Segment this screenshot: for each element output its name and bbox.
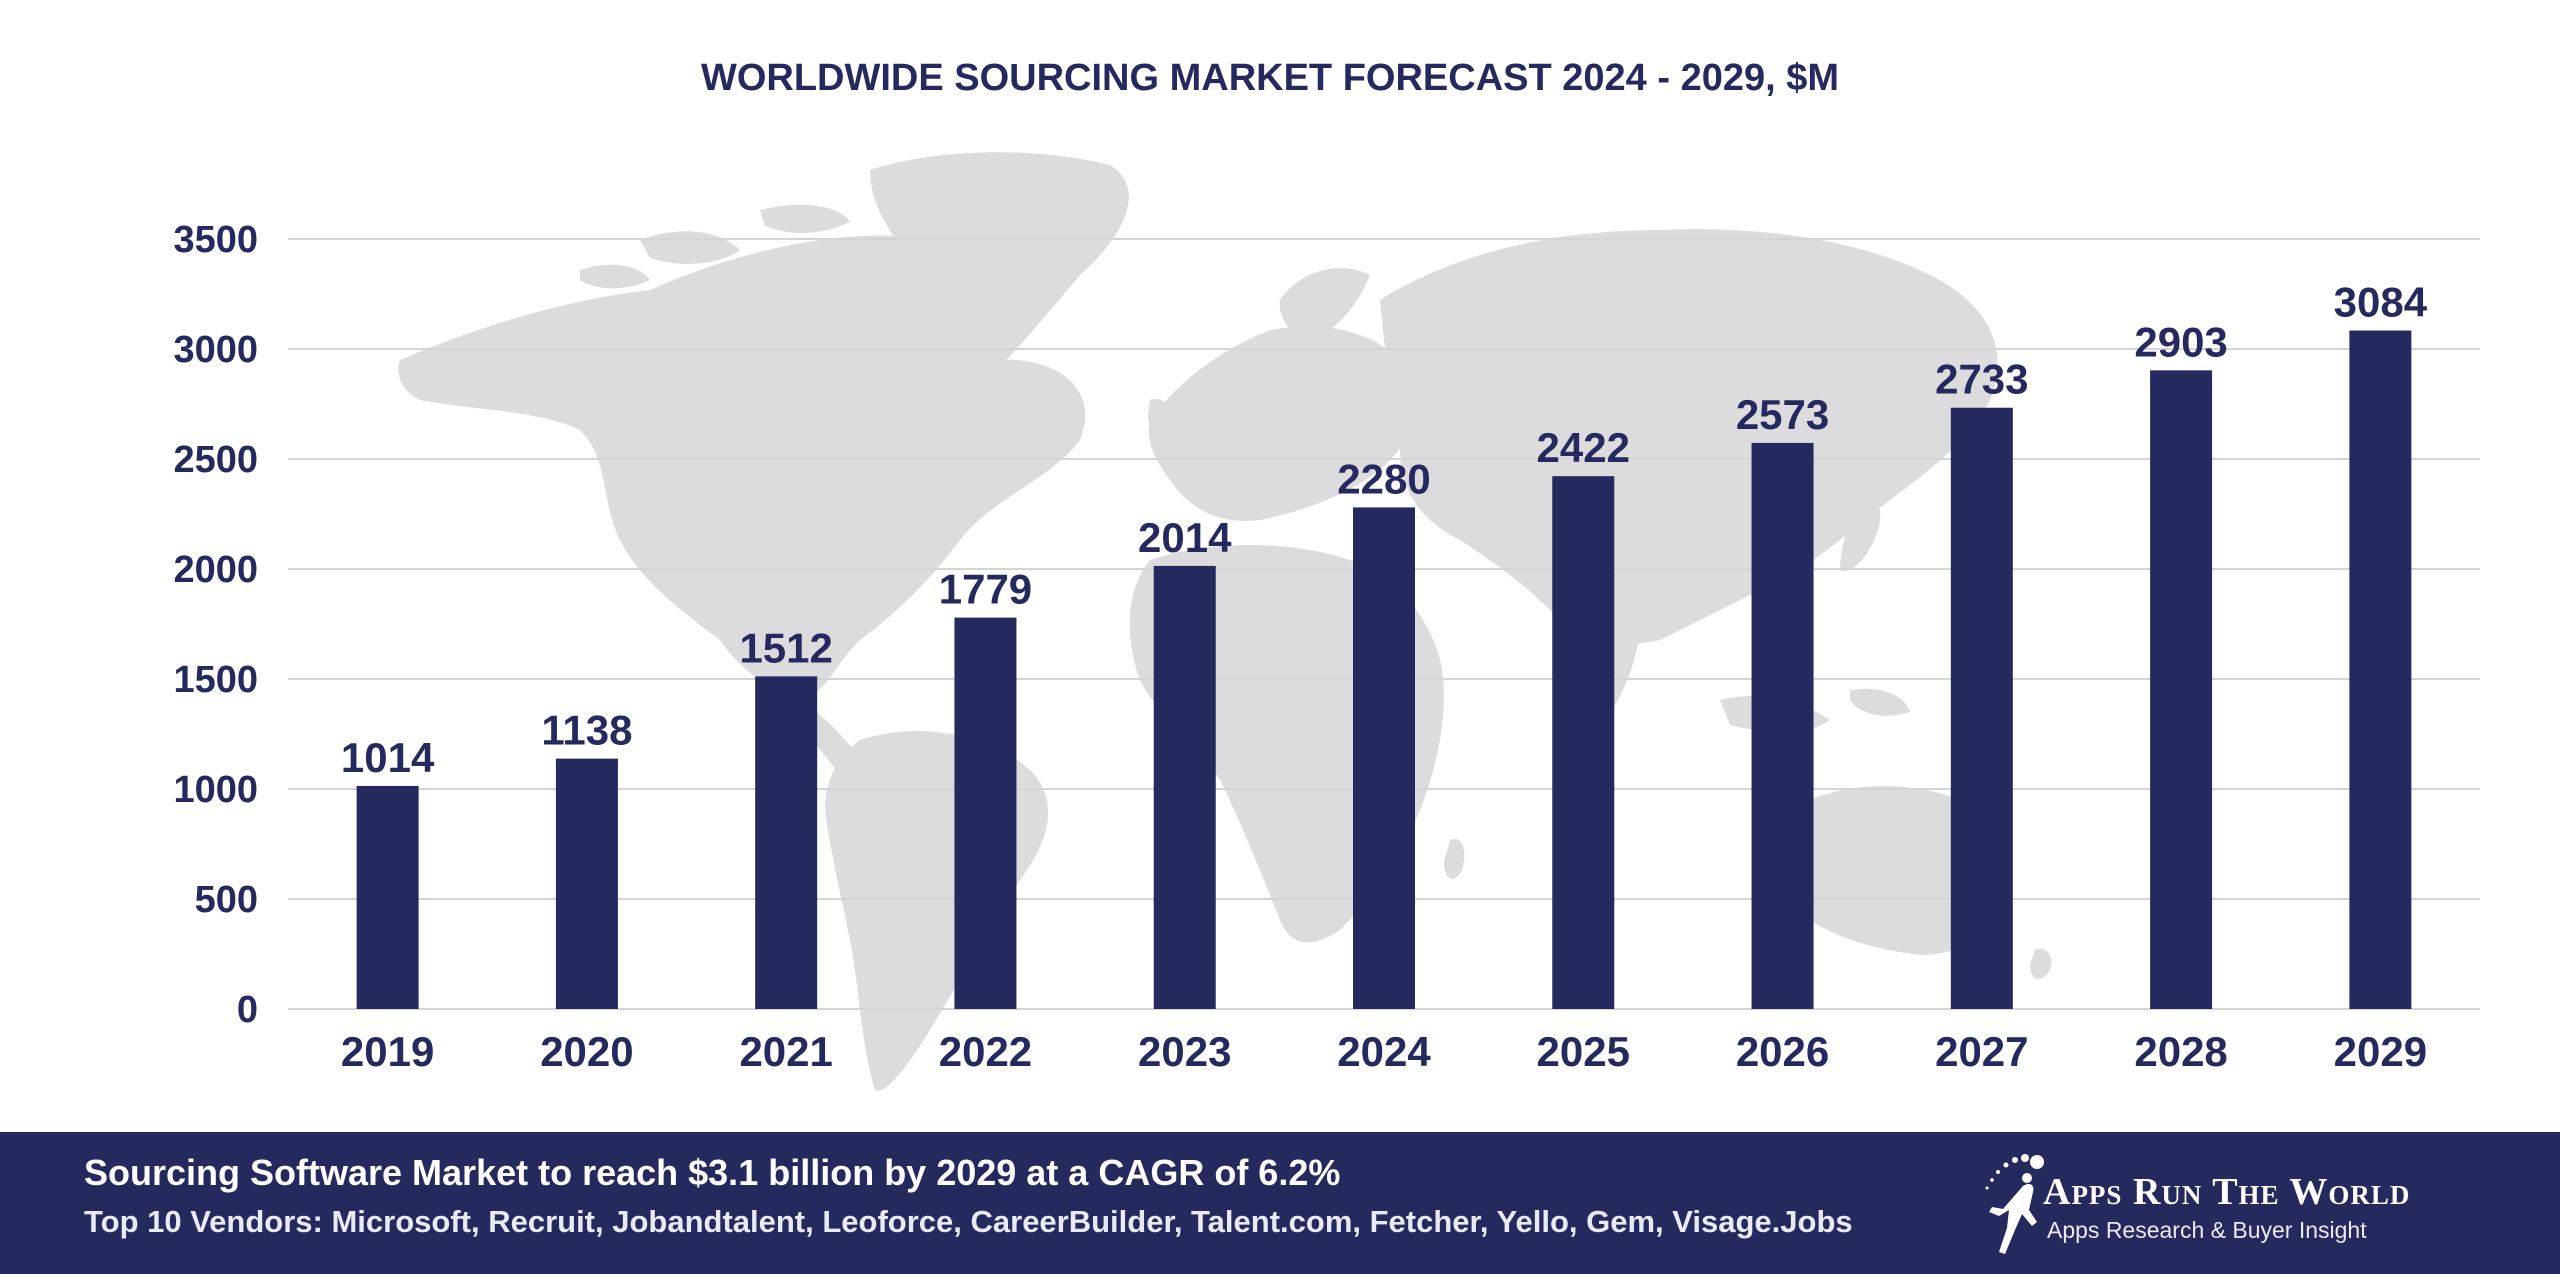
map-se-asia: [1720, 688, 1910, 732]
y-tick-label: 2500: [173, 439, 258, 481]
chart-title: WORLDWIDE SOURCING MARKET FORECAST 2024 …: [701, 57, 1839, 99]
data-label: 2014: [1138, 514, 1232, 561]
x-tick-label: 2027: [1935, 1028, 2028, 1075]
map-north-america: [398, 235, 1086, 700]
brand-name: Apps Run The World: [2043, 1171, 2411, 1213]
bar: [1353, 507, 1415, 1009]
map-scandinavia: [1279, 268, 1370, 340]
bar: [356, 785, 419, 1009]
data-labels: 1014 1138 1512 1779 2014 2280 2422 2573 2733 2903…: [341, 279, 2428, 781]
chart: 0 500 1000 1500 2000 2500 3000 3500 1014 1138 151…: [173, 57, 2480, 1091]
data-label: 2903: [2134, 318, 2227, 365]
data-label: 2422: [1537, 424, 1630, 471]
bar: [1950, 407, 2013, 1009]
map-asia: [1380, 229, 1998, 644]
y-tick-label: 3000: [173, 329, 258, 371]
x-tick-label: 2025: [1537, 1028, 1630, 1075]
bar: [954, 617, 1017, 1009]
map-uk: [1148, 399, 1172, 435]
y-tick-label: 3500: [173, 219, 258, 261]
y-tick-label: 1500: [173, 659, 258, 701]
brand-tagline: Apps Research & Buyer Insight: [2047, 1217, 2367, 1243]
x-tick-label: 2029: [2334, 1028, 2427, 1075]
footer-banner: Sourcing Software Market to reach $3.1 b…: [0, 1132, 2560, 1274]
data-label: 1779: [939, 566, 1032, 613]
bar: [555, 758, 618, 1009]
map-greenland: [870, 152, 1129, 380]
bar: [2349, 330, 2412, 1009]
x-tick-label: 2019: [341, 1028, 434, 1075]
map-madagascar: [1444, 839, 1465, 879]
y-tick-label: 2000: [173, 549, 258, 591]
data-label: 1014: [341, 734, 435, 781]
bars: [356, 330, 2412, 1010]
map-new-zealand: [2030, 948, 2052, 980]
footer-vendors: Top 10 Vendors: Microsoft, Recruit, Joba…: [84, 1204, 1853, 1239]
bar: [1751, 442, 1814, 1009]
x-tick-label: 2023: [1138, 1028, 1231, 1075]
x-tick-label: 2022: [939, 1028, 1032, 1075]
map-japan: [1840, 496, 1881, 571]
running-figure-icon: [1985, 1154, 2044, 1254]
x-tick-label: 2024: [1337, 1028, 1431, 1075]
map-arctic-islands: [580, 204, 850, 289]
bar: [755, 676, 818, 1009]
footer-headline: Sourcing Software Market to reach $3.1 b…: [84, 1152, 1341, 1193]
y-tick-label: 1000: [173, 769, 258, 811]
data-label: 1138: [541, 707, 632, 754]
map-europe: [1148, 326, 1419, 521]
data-label: 2573: [1736, 391, 1829, 438]
y-tick-label: 500: [195, 879, 258, 921]
data-label: 2280: [1337, 455, 1430, 502]
data-label: 3084: [2334, 279, 2428, 326]
bar: [1153, 565, 1216, 1009]
bar: [1552, 476, 1615, 1009]
x-tick-label: 2020: [540, 1028, 633, 1075]
brand-logo-block: Apps Run The World Apps Research & Buyer…: [1975, 1150, 2535, 1260]
y-axis-ticks: 0 500 1000 1500 2000 2500 3000 3500: [173, 219, 258, 1031]
x-tick-label: 2028: [2134, 1028, 2227, 1075]
data-label: 1512: [739, 624, 832, 671]
chart-svg: 0 500 1000 1500 2000 2500 3000 3500 1014 1138 151…: [173, 57, 2480, 1091]
bar: [2150, 370, 2213, 1010]
x-axis-ticks: 2019 2020 2021 2022 2023 2024 2025 2026 2027 2028…: [341, 1028, 2427, 1075]
x-tick-label: 2026: [1736, 1028, 1829, 1075]
y-tick-label: 0: [237, 989, 258, 1031]
x-tick-label: 2021: [739, 1028, 832, 1075]
data-label: 2733: [1935, 356, 2028, 403]
